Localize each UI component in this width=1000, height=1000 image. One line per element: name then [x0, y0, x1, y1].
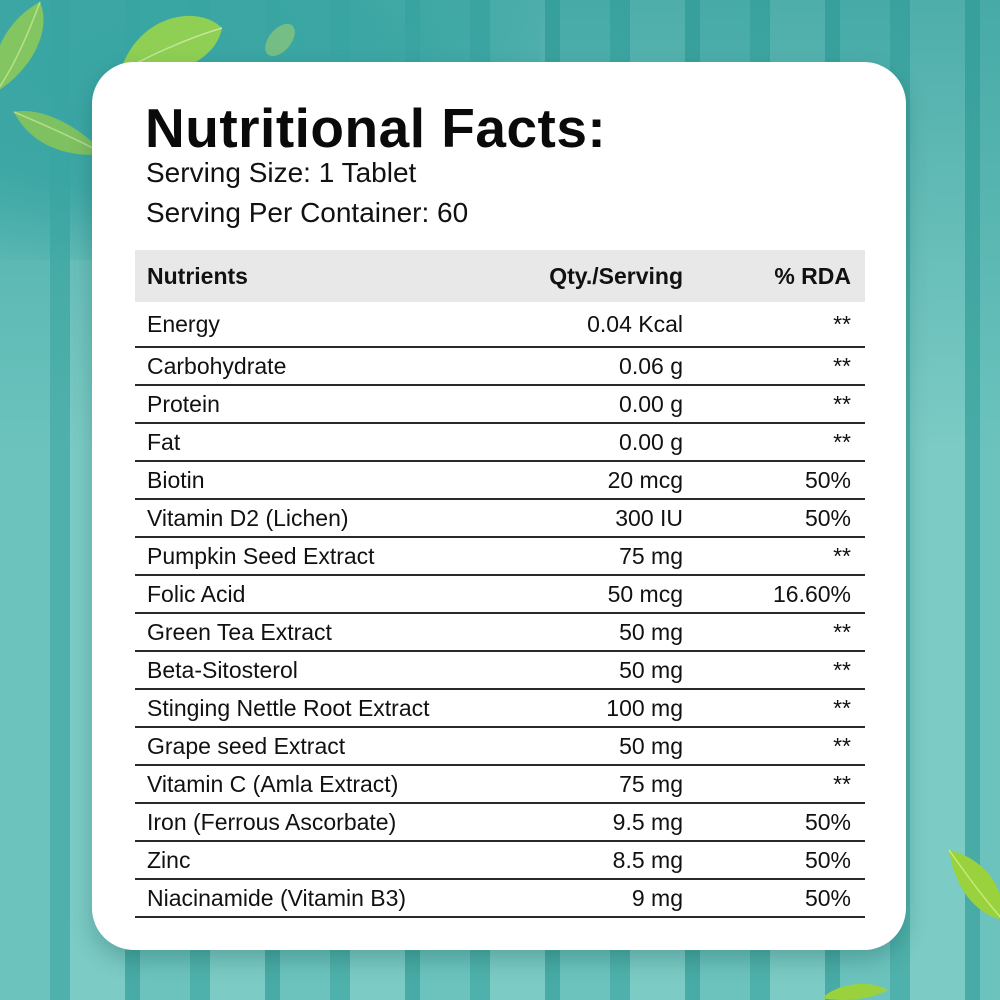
nutrient-rda: **	[833, 428, 851, 455]
serving-size: Serving Size: 1 Tablet	[146, 157, 417, 188]
nutrient-qty: 0.06 g	[619, 352, 683, 379]
nutrient-name: Zinc	[147, 846, 191, 873]
nutrient-name: Stinging Nettle Root Extract	[147, 694, 430, 721]
nutrient-qty: 0.04 Kcal	[587, 310, 683, 337]
nutrient-name: Carbohydrate	[147, 352, 287, 379]
table-row: Vitamin D2 (Lichen) 300 IU 50%	[135, 500, 865, 538]
nutrient-qty: 75 mg	[619, 542, 683, 569]
nutrient-rda: **	[833, 310, 851, 337]
table-row: Folic Acid 50 mcg 16.60%	[135, 576, 865, 614]
header-nutrients: Nutrients	[147, 262, 248, 289]
nutrient-name: Vitamin D2 (Lichen)	[147, 504, 349, 531]
nutrient-rda: **	[833, 694, 851, 721]
table-row: Beta-Sitosterol 50 mg **	[135, 652, 865, 690]
nutrient-rda: 50%	[804, 884, 851, 911]
nutrition-table: Nutrients Qty./Serving % RDA Energy 0.04 …	[135, 250, 865, 918]
nutrient-qty: 50 mg	[619, 732, 683, 759]
nutrient-rda: 16.60%	[772, 580, 851, 607]
table-row: Niacinamide (Vitamin B3) 9 mg 50%	[135, 880, 865, 918]
nutrient-name: Folic Acid	[147, 580, 246, 607]
nutrient-qty: 50 mcg	[607, 580, 683, 607]
nutrient-qty: 9.5 mg	[612, 808, 683, 835]
nutrient-rda: 50%	[804, 846, 851, 873]
nutrient-rda: **	[833, 618, 851, 645]
servings-per-container: Serving Per Container: 60	[146, 197, 469, 228]
nutrient-rda: 50%	[804, 466, 851, 493]
nutrient-rda: 50%	[804, 504, 851, 531]
nutrient-qty: 0.00 g	[619, 428, 683, 455]
nutrient-qty: 75 mg	[619, 770, 683, 797]
nutrient-rda: **	[833, 656, 851, 683]
leaf-icon	[948, 849, 1000, 920]
nutrient-name: Biotin	[147, 466, 205, 493]
table-row: Iron (Ferrous Ascorbate) 9.5 mg 50%	[135, 804, 865, 842]
table-body: Energy 0.04 Kcal ** Carbohydrate 0.06 g ** P…	[135, 302, 865, 918]
nutrient-name: Fat	[147, 428, 181, 455]
nutrient-name: Niacinamide (Vitamin B3)	[147, 884, 407, 911]
table-row: Zinc 8.5 mg 50%	[135, 842, 865, 880]
nutrient-qty: 300 IU	[615, 504, 683, 531]
table-row: Carbohydrate 0.06 g **	[135, 348, 865, 386]
nutrient-qty: 50 mg	[619, 618, 683, 645]
table-row: Protein 0.00 g **	[135, 386, 865, 424]
nutrient-qty: 8.5 mg	[612, 846, 683, 873]
header-rda: % RDA	[774, 262, 851, 289]
table-row: Green Tea Extract 50 mg **	[135, 614, 865, 652]
table-row: Biotin 20 mcg 50%	[135, 462, 865, 500]
leaf-icon	[822, 983, 888, 1000]
table-row: Energy 0.04 Kcal **	[135, 302, 865, 348]
nutrient-rda: 50%	[804, 808, 851, 835]
leaf-icon	[265, 23, 295, 57]
header-qty: Qty./Serving	[549, 262, 683, 289]
leaf-icon	[0, 1, 44, 90]
nutrient-qty: 20 mcg	[607, 466, 683, 493]
table-header: Nutrients Qty./Serving % RDA	[135, 250, 865, 302]
nutrient-name: Vitamin C (Amla Extract)	[147, 770, 399, 797]
table-row: Fat 0.00 g **	[135, 424, 865, 462]
nutrient-qty: 50 mg	[619, 656, 683, 683]
nutrient-qty: 100 mg	[606, 694, 683, 721]
nutrient-name: Grape seed Extract	[147, 732, 346, 759]
table-row: Vitamin C (Amla Extract) 75 mg **	[135, 766, 865, 804]
nutrient-qty: 0.00 g	[619, 390, 683, 417]
table-row: Grape seed Extract 50 mg **	[135, 728, 865, 766]
table-row: Pumpkin Seed Extract 75 mg **	[135, 538, 865, 576]
nutrient-name: Protein	[147, 390, 220, 417]
nutrient-rda: **	[833, 352, 851, 379]
nutrient-name: Pumpkin Seed Extract	[147, 542, 375, 569]
nutrient-rda: **	[833, 770, 851, 797]
table-row: Stinging Nettle Root Extract 100 mg **	[135, 690, 865, 728]
nutrient-rda: **	[833, 542, 851, 569]
nutrient-rda: **	[833, 390, 851, 417]
nutrient-qty: 9 mg	[631, 884, 683, 911]
nutrient-name: Green Tea Extract	[147, 618, 332, 645]
nutrient-name: Beta-Sitosterol	[147, 656, 298, 683]
nutrient-rda: **	[833, 732, 851, 759]
nutrient-name: Iron (Ferrous Ascorbate)	[147, 808, 397, 835]
page-title: Nutritional Facts:	[145, 97, 607, 159]
nutrient-name: Energy	[147, 310, 220, 337]
